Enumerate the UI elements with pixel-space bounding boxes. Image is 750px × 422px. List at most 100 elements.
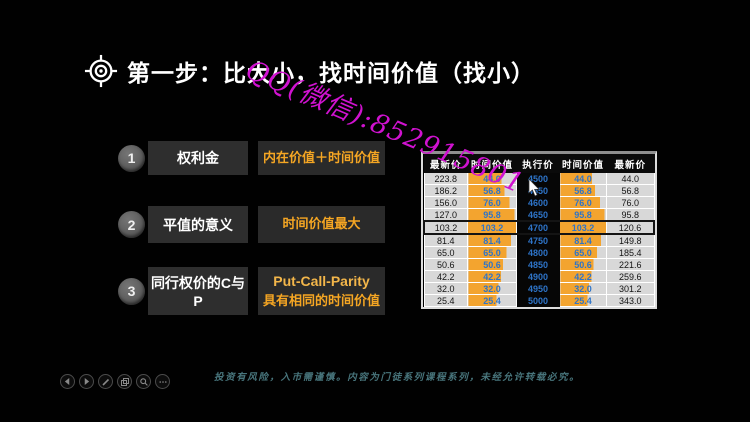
title-row: 第一步：比大小，找时间价值（找小） <box>84 54 535 88</box>
presenter-toolbar <box>60 374 170 389</box>
latest-price-cell: 343.0 <box>606 294 655 307</box>
strike-price-cell: 4700 <box>516 220 560 235</box>
time-value-cell: 76.0 <box>559 196 607 209</box>
see-all-slides-button[interactable] <box>117 374 132 389</box>
latest-price-cell: 223.8 <box>423 172 468 185</box>
time-value-cell: 44.0 <box>559 172 607 185</box>
time-value-cell: 50.6 <box>467 258 517 271</box>
latest-price-cell: 186.2 <box>423 184 468 197</box>
step-number-badge: 3 <box>118 277 145 305</box>
time-value-cell: 95.8 <box>467 208 517 222</box>
strike-price-cell: 4500 <box>516 172 560 185</box>
time-value-cell: 65.0 <box>559 246 607 259</box>
target-icon <box>84 54 118 88</box>
header-time-value-put: 时间价值 <box>559 154 607 173</box>
latest-price-cell: 221.6 <box>606 258 655 271</box>
mouse-cursor <box>528 178 542 202</box>
step-row-1: 1 权利金 内在价值＋时间价值 <box>118 141 385 175</box>
time-value-cell: 32.0 <box>467 282 517 295</box>
time-value-cell: 95.8 <box>559 208 607 222</box>
pen-icon <box>101 378 109 386</box>
latest-price-cell: 127.0 <box>423 208 468 222</box>
latest-price-cell: 120.6 <box>606 220 655 235</box>
zoom-button[interactable] <box>136 374 151 389</box>
table-row: 223.8 44.0 4500 44.0 44.0 <box>423 172 655 185</box>
step-label: 平值的意义 <box>148 206 248 243</box>
previous-slide-button[interactable] <box>60 374 75 389</box>
option-table-body: 223.8 44.0 4500 44.0 44.0 186.2 56.8 4550 56.8 56… <box>423 172 655 307</box>
latest-price-cell: 149.8 <box>606 233 655 247</box>
latest-price-cell: 50.6 <box>423 258 468 271</box>
strike-price-cell: 5000 <box>516 294 560 307</box>
magnifier-icon <box>139 377 148 386</box>
latest-price-cell: 44.0 <box>606 172 655 185</box>
time-value-cell: 65.0 <box>467 246 517 259</box>
time-value-cell: 103.2 <box>467 220 517 235</box>
step-label: 权利金 <box>148 141 248 175</box>
time-value-cell: 81.4 <box>467 233 517 247</box>
page-title: 第一步：比大小，找时间价值（找小） <box>127 60 535 86</box>
table-row: 42.2 42.2 4900 42.2 259.6 <box>423 270 655 283</box>
latest-price-cell: 95.8 <box>606 208 655 222</box>
strike-price-cell: 4850 <box>516 258 560 271</box>
step-value: 时间价值最大 <box>258 206 385 243</box>
time-value-cell: 44.0 <box>467 172 517 185</box>
step-number-badge: 2 <box>118 211 145 238</box>
latest-price-cell: 65.0 <box>423 246 468 259</box>
same-timevalue-text: 具有相同的时间价值 <box>262 292 380 308</box>
time-value-cell: 76.0 <box>467 196 517 209</box>
table-row: 81.4 81.4 4750 81.4 149.8 <box>423 233 655 247</box>
table-header-row: 最新价 时间价值 执行价 时间价值 最新价 <box>423 154 655 173</box>
more-options-button[interactable] <box>155 374 170 389</box>
table-row: 65.0 65.0 4800 65.0 185.4 <box>423 246 655 259</box>
next-slide-button[interactable] <box>79 374 94 389</box>
table-row: 103.2 103.2 4700 103.2 120.6 <box>423 220 655 235</box>
latest-price-cell: 32.0 <box>423 282 468 295</box>
table-row: 50.6 50.6 4850 50.6 221.6 <box>423 258 655 271</box>
strike-price-cell: 4950 <box>516 282 560 295</box>
step-number-badge: 1 <box>118 144 145 172</box>
arrow-left-icon <box>64 378 70 385</box>
table-row: 32.0 32.0 4950 32.0 301.2 <box>423 282 655 295</box>
latest-price-cell: 81.4 <box>423 233 468 247</box>
step-label: 同行权价的C与P <box>148 267 248 315</box>
table-row: 127.0 95.8 4650 95.8 95.8 <box>423 208 655 222</box>
time-value-cell: 81.4 <box>559 233 607 247</box>
latest-price-cell: 185.4 <box>606 246 655 259</box>
step-row-3: 3 同行权价的C与P Put-Call-Parity 具有相同的时间价值 <box>118 267 385 315</box>
time-value-cell: 50.6 <box>559 258 607 271</box>
option-chain-table: 最新价 时间价值 执行价 时间价值 最新价 223.8 44.0 4500 44.0 4… <box>421 151 657 309</box>
header-latest-price-put: 最新价 <box>606 154 655 173</box>
time-value-cell: 25.4 <box>467 294 517 307</box>
slides-icon <box>120 377 129 386</box>
table-row: 25.4 25.4 5000 25.4 343.0 <box>423 294 655 307</box>
latest-price-cell: 259.6 <box>606 270 655 283</box>
ellipsis-icon <box>158 380 167 383</box>
latest-price-cell: 103.2 <box>423 220 468 235</box>
arrow-right-icon <box>84 378 90 385</box>
step-row-2: 2 平值的意义 时间价值最大 <box>118 206 385 243</box>
time-value-cell: 56.8 <box>467 184 517 197</box>
time-value-cell: 103.2 <box>559 220 607 235</box>
latest-price-cell: 42.2 <box>423 270 468 283</box>
time-value-cell: 42.2 <box>559 270 607 283</box>
time-value-cell: 32.0 <box>559 282 607 295</box>
strike-price-cell: 4650 <box>516 208 560 222</box>
latest-price-cell: 301.2 <box>606 282 655 295</box>
table-row: 156.0 76.0 4600 76.0 76.0 <box>423 196 655 209</box>
strike-price-cell: 4750 <box>516 233 560 247</box>
pen-button[interactable] <box>98 374 113 389</box>
latest-price-cell: 56.8 <box>606 184 655 197</box>
strike-price-cell: 4800 <box>516 246 560 259</box>
disclaimer-text: 投资有风险，入市需谨慎。内容为门徒系列课程系列，未经允许转载必究。 <box>214 372 581 383</box>
strike-price-cell: 4600 <box>516 196 560 209</box>
step-value: 内在价值＋时间价值 <box>258 141 385 175</box>
step-value: Put-Call-Parity 具有相同的时间价值 <box>258 267 385 315</box>
latest-price-cell: 76.0 <box>606 196 655 209</box>
time-value-cell: 42.2 <box>467 270 517 283</box>
time-value-cell: 56.8 <box>559 184 607 197</box>
header-strike-price: 执行价 <box>516 154 560 173</box>
time-value-cell: 25.4 <box>559 294 607 307</box>
strike-price-cell: 4900 <box>516 270 560 283</box>
